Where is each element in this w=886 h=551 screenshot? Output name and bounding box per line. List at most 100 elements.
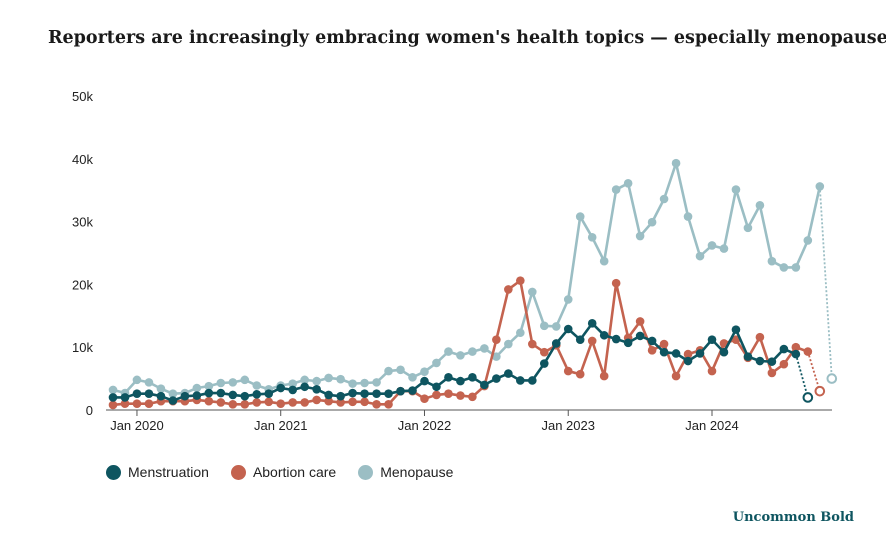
data-point[interactable]	[120, 399, 130, 409]
data-point[interactable]	[180, 391, 190, 401]
data-point[interactable]	[216, 378, 226, 388]
data-point[interactable]	[516, 328, 525, 338]
data-point[interactable]	[803, 347, 813, 356]
data-point[interactable]	[432, 358, 441, 368]
data-point[interactable]	[707, 335, 717, 344]
data-point[interactable]	[324, 373, 333, 383]
data-point[interactable]	[444, 389, 453, 398]
data-point[interactable]	[216, 388, 226, 398]
data-point[interactable]	[360, 389, 369, 398]
data-point[interactable]	[599, 256, 609, 266]
data-point[interactable]	[623, 338, 633, 348]
data-point[interactable]	[228, 400, 238, 409]
data-point[interactable]	[611, 334, 621, 344]
data-point[interactable]	[611, 185, 621, 194]
legend-item-menstruation[interactable]: Menstruation	[106, 464, 209, 480]
data-point[interactable]	[695, 251, 705, 261]
data-point[interactable]	[168, 396, 178, 405]
data-point[interactable]	[815, 182, 825, 191]
data-point[interactable]	[120, 393, 130, 402]
data-point[interactable]	[156, 384, 166, 393]
data-point[interactable]	[108, 400, 118, 410]
data-point[interactable]	[456, 376, 465, 386]
data-point[interactable]	[563, 366, 573, 376]
data-point[interactable]	[312, 376, 321, 386]
data-point[interactable]	[204, 381, 214, 391]
data-point[interactable]	[276, 383, 286, 393]
data-point[interactable]	[683, 356, 693, 366]
data-point[interactable]	[432, 390, 441, 400]
data-point[interactable]	[539, 321, 549, 331]
data-point[interactable]	[695, 349, 705, 358]
data-point[interactable]	[312, 384, 321, 394]
data-point[interactable]	[264, 389, 274, 398]
data-point[interactable]	[647, 346, 657, 355]
data-point[interactable]	[779, 359, 789, 369]
data-point[interactable]	[228, 390, 238, 400]
data-point[interactable]	[252, 381, 262, 390]
data-point[interactable]	[300, 382, 309, 392]
data-point[interactable]	[144, 378, 154, 387]
data-point[interactable]	[659, 339, 669, 349]
data-point[interactable]	[779, 263, 789, 272]
data-point[interactable]	[826, 373, 838, 384]
data-point[interactable]	[204, 396, 214, 406]
data-point[interactable]	[659, 194, 669, 204]
data-point[interactable]	[132, 375, 142, 385]
data-point[interactable]	[348, 397, 357, 407]
data-point[interactable]	[336, 391, 345, 401]
data-point[interactable]	[324, 390, 333, 400]
data-point[interactable]	[743, 223, 753, 233]
data-point[interactable]	[743, 352, 753, 361]
data-point[interactable]	[719, 347, 729, 357]
data-point[interactable]	[492, 374, 501, 383]
data-point[interactable]	[468, 347, 477, 356]
data-point[interactable]	[731, 325, 741, 334]
data-point[interactable]	[504, 369, 513, 378]
data-point[interactable]	[240, 391, 250, 401]
data-point[interactable]	[336, 374, 345, 384]
data-point[interactable]	[396, 365, 405, 375]
data-point[interactable]	[767, 357, 777, 366]
data-point[interactable]	[611, 278, 621, 288]
data-point[interactable]	[659, 347, 669, 357]
data-point[interactable]	[563, 324, 573, 334]
data-point[interactable]	[312, 395, 321, 405]
data-point[interactable]	[108, 393, 118, 402]
data-point[interactable]	[516, 376, 525, 385]
data-point[interactable]	[252, 390, 262, 399]
data-point[interactable]	[288, 379, 298, 388]
data-point[interactable]	[444, 347, 453, 356]
data-point[interactable]	[755, 332, 765, 342]
data-point[interactable]	[384, 400, 393, 409]
data-point[interactable]	[360, 397, 369, 407]
data-point[interactable]	[240, 375, 250, 385]
data-point[interactable]	[192, 383, 202, 393]
data-point[interactable]	[587, 336, 597, 346]
data-point[interactable]	[707, 366, 717, 376]
data-point[interactable]	[348, 388, 357, 398]
data-point[interactable]	[575, 335, 585, 344]
data-point[interactable]	[767, 368, 777, 378]
data-point[interactable]	[516, 276, 525, 285]
data-point[interactable]	[360, 378, 369, 388]
data-point[interactable]	[204, 388, 214, 398]
data-point[interactable]	[791, 342, 801, 352]
legend-item-menopause[interactable]: Menopause	[358, 464, 453, 480]
data-point[interactable]	[264, 397, 274, 407]
data-point[interactable]	[504, 339, 513, 349]
data-point[interactable]	[539, 347, 549, 357]
data-point[interactable]	[575, 212, 585, 221]
data-point[interactable]	[635, 317, 645, 326]
data-point[interactable]	[814, 385, 826, 397]
data-point[interactable]	[623, 178, 633, 188]
data-point[interactable]	[731, 185, 741, 194]
data-point[interactable]	[468, 373, 477, 382]
data-point[interactable]	[707, 241, 717, 250]
data-point[interactable]	[384, 366, 393, 376]
data-point[interactable]	[276, 399, 286, 409]
data-point[interactable]	[528, 287, 537, 297]
data-point[interactable]	[456, 391, 465, 400]
data-point[interactable]	[372, 400, 381, 409]
data-point[interactable]	[156, 391, 166, 401]
